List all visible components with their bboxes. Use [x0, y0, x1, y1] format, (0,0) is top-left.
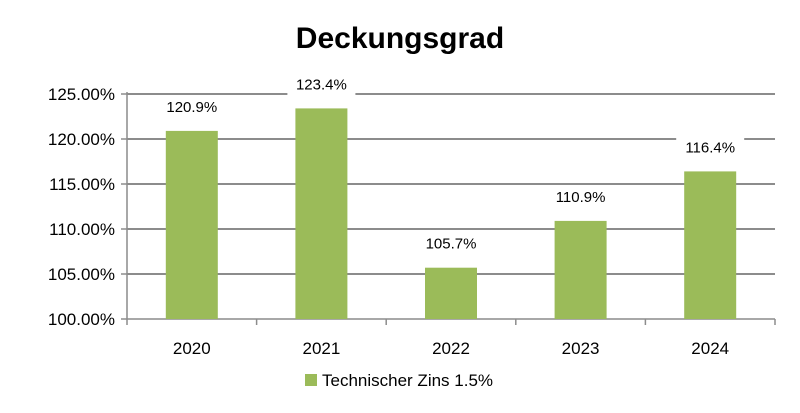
x-tick-label: 2023	[562, 339, 600, 358]
data-label-background	[417, 232, 485, 255]
y-tick-label: 100.00%	[48, 310, 115, 329]
data-label: 110.9%	[556, 189, 606, 206]
y-tick-label: 120.00%	[48, 130, 115, 149]
bar	[165, 130, 218, 319]
bar	[684, 171, 737, 319]
data-labels: 120.9% 123.4% 105.7% 110.9% 116.4%	[157, 73, 745, 255]
y-tick-label: 110.00%	[49, 220, 115, 239]
y-tick-labels: 100.00% 105.00% 110.00% 115.00% 120.00% 125.0…	[48, 85, 115, 329]
bars	[165, 108, 737, 320]
legend-label: Technischer Zins 1.5%	[322, 371, 493, 390]
data-label-background	[287, 73, 356, 96]
x-tick-labels: 2020 2021 2022 2023 2024	[173, 339, 729, 358]
y-tick-label: 115.00%	[49, 175, 115, 194]
legend: Technischer Zins 1.5%	[305, 371, 493, 390]
data-label-background	[157, 95, 226, 118]
x-tick-label: 2024	[691, 339, 729, 358]
data-label: 105.7%	[426, 236, 477, 253]
data-label-background	[546, 185, 615, 208]
data-label-background	[676, 136, 745, 159]
x-tick-label: 2021	[302, 339, 340, 358]
y-tick-label: 125.00%	[48, 85, 115, 104]
legend-swatch	[305, 374, 317, 386]
data-label: 120.9%	[166, 99, 217, 116]
y-tick-label: 105.00%	[48, 265, 115, 284]
gridlines	[127, 93, 775, 275]
chart-title: Deckungsgrad	[296, 22, 504, 55]
data-label: 123.4%	[296, 76, 347, 93]
bar	[425, 267, 477, 319]
data-label: 116.4%	[685, 139, 735, 156]
x-tick-label: 2022	[432, 339, 470, 358]
bar	[554, 220, 607, 319]
x-tick-label: 2020	[173, 339, 211, 358]
bar	[295, 108, 348, 320]
